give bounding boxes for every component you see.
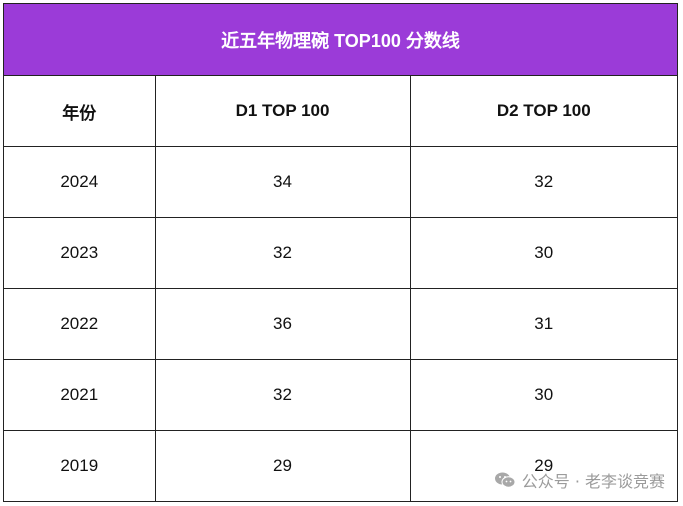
watermark: 公众号 · 老李谈竞赛	[494, 468, 665, 492]
header-year: 年份	[4, 76, 156, 147]
cell-year: 2022	[4, 288, 156, 360]
header-d2: D2 TOP 100	[410, 76, 677, 147]
cell-d2: 30	[410, 359, 677, 431]
watermark-text: 公众号 · 老李谈竞赛	[521, 472, 665, 491]
cell-d2: 32	[410, 146, 677, 218]
table-row: 2019 29 29	[4, 430, 677, 501]
table-title: 近五年物理碗 TOP100 分数线	[4, 4, 677, 76]
cell-d1: 32	[155, 359, 411, 431]
wechat-icon	[494, 472, 516, 488]
cell-d1: 34	[155, 146, 411, 218]
header-d1: D1 TOP 100	[155, 76, 411, 147]
header-row: 年份 D1 TOP 100 D2 TOP 100	[4, 76, 677, 147]
cell-year: 2024	[4, 146, 156, 218]
score-table: 年份 D1 TOP 100 D2 TOP 100 2024 34 32 2023…	[4, 76, 677, 501]
cell-d1: 32	[155, 217, 411, 289]
cell-d2: 29	[534, 456, 554, 475]
score-table-container: 近五年物理碗 TOP100 分数线 年份 D1 TOP 100 D2 TOP 1…	[3, 3, 678, 502]
cell-d1: 29	[155, 430, 411, 501]
table-row: 2023 32 30	[4, 217, 677, 289]
cell-d1: 36	[155, 288, 411, 360]
cell-year: 2023	[4, 217, 156, 289]
table-row: 2024 34 32	[4, 146, 677, 218]
table-row: 2022 36 31	[4, 288, 677, 360]
cell-year: 2019	[4, 430, 156, 501]
cell-d2: 31	[410, 288, 677, 360]
cell-year: 2021	[4, 359, 156, 431]
cell-d2: 30	[410, 217, 677, 289]
table-row: 2021 32 30	[4, 359, 677, 431]
